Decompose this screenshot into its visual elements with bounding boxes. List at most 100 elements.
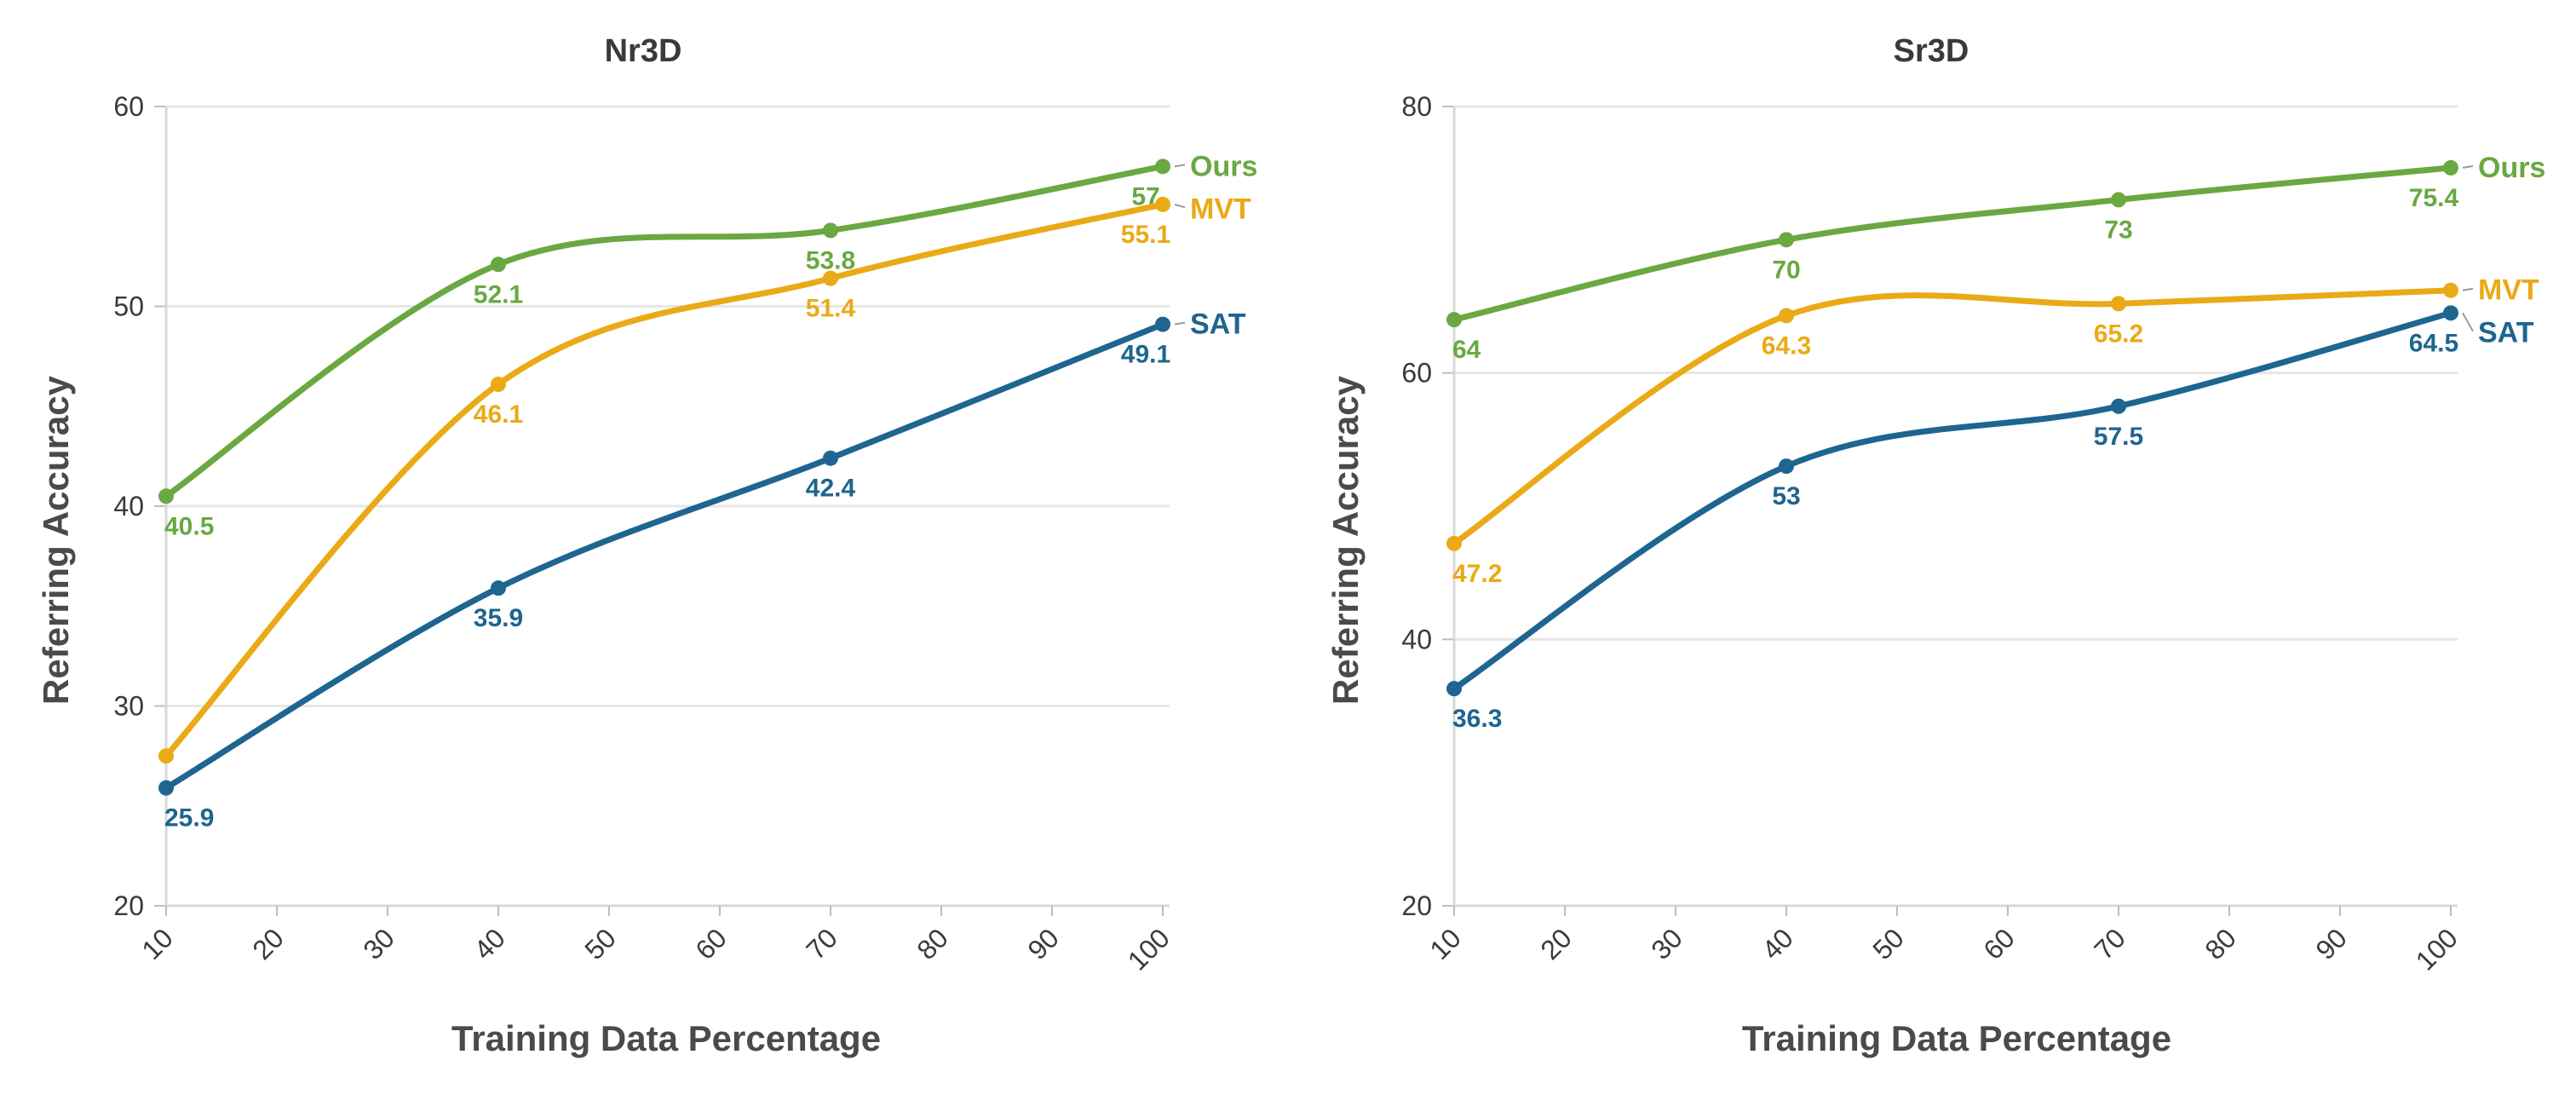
data-point-sat [2111, 398, 2126, 414]
x-tick-label: 100 [2410, 922, 2464, 976]
data-label-sat: 64.5 [2409, 329, 2458, 357]
data-label-sat: 36.3 [1452, 705, 1502, 733]
x-tick-label: 80 [911, 922, 954, 965]
data-label-ours: 64 [1452, 336, 1481, 364]
x-tick-label: 10 [135, 922, 179, 965]
data-point-ours [1446, 312, 1462, 328]
y-tick-label: 20 [113, 890, 144, 921]
data-label-mvt: 47.2 [1452, 560, 1502, 588]
data-label-ours: 52.1 [474, 280, 523, 308]
x-tick-label: 90 [2309, 922, 2353, 965]
x-tick-label: 80 [2199, 922, 2242, 965]
data-label-sat: 35.9 [474, 604, 523, 632]
data-label-ours: 53.8 [806, 246, 855, 274]
x-tick-label: 30 [1645, 922, 1688, 965]
data-label-mvt: 64.3 [1762, 331, 1811, 360]
x-tick-label: 100 [1122, 922, 1176, 976]
data-label-sat: 57.5 [2094, 423, 2143, 451]
y-axis-label: Referring Accuracy [1325, 375, 1366, 705]
data-label-ours: 73 [2104, 216, 2132, 244]
legend-connector [2462, 287, 2474, 291]
x-tick-label: 10 [1423, 922, 1467, 965]
data-point-sat [2443, 305, 2458, 321]
legend-connector [1174, 321, 1186, 326]
series-ours: 64 70 73 75.4 Ours [1446, 152, 2545, 364]
data-point-ours [158, 488, 174, 504]
data-point-ours [1779, 232, 1794, 248]
x-tick-label: 30 [357, 922, 400, 965]
legend-connector [1174, 164, 1186, 168]
series-sat: 36.3 53 57.5 64.5 SAT [1446, 305, 2534, 733]
data-point-ours [2111, 192, 2126, 208]
x-tick-label: 60 [689, 922, 733, 965]
x-tick-label: 40 [468, 922, 511, 965]
series-mvt: 47.2 64.3 65.2 MVT [1446, 274, 2539, 588]
chart-title: Nr3D [605, 33, 682, 69]
data-point-sat [491, 580, 506, 596]
x-tick-label: 20 [246, 922, 290, 965]
legend-connector [1174, 203, 1186, 209]
y-tick-label: 60 [1401, 358, 1432, 389]
series-line-mvt [1451, 287, 2454, 547]
data-point-ours [491, 256, 506, 273]
data-point-mvt [1155, 196, 1170, 212]
data-label-ours: 40.5 [164, 512, 214, 540]
x-axis-label: Training Data Percentage [451, 1018, 881, 1058]
legend-label-sat: SAT [2478, 317, 2534, 349]
data-point-sat [1155, 316, 1170, 332]
data-point-mvt [2111, 296, 2126, 312]
x-tick-label: 50 [578, 922, 622, 965]
y-tick-label: 40 [1401, 624, 1432, 654]
series-sat: 25.9 35.9 42.4 49.1 SAT [158, 308, 1246, 833]
x-tick-label: 70 [2088, 922, 2131, 965]
series-line-ours [163, 163, 1166, 499]
data-point-sat [1779, 458, 1794, 475]
data-point-mvt [823, 270, 838, 286]
data-point-mvt [2443, 282, 2458, 298]
series-line-sat [1451, 309, 2454, 692]
data-point-sat [158, 780, 174, 796]
y-tick-label: 20 [1401, 890, 1432, 921]
data-point-sat [1446, 681, 1462, 697]
data-point-mvt [1446, 535, 1462, 551]
series-line-sat [163, 321, 1166, 792]
series-mvt: 46.1 51.4 55.1 MVT [158, 193, 1251, 764]
legend-label-mvt: MVT [2478, 274, 2539, 307]
legend-connector [2462, 312, 2474, 332]
y-tick-label: 40 [113, 491, 144, 521]
legend-label-mvt: MVT [1190, 193, 1251, 225]
data-point-ours [1155, 158, 1170, 175]
x-tick-label: 20 [1534, 922, 1578, 965]
x-axis-label: Training Data Percentage [1742, 1018, 2171, 1058]
data-label-mvt: 51.4 [806, 295, 856, 323]
data-point-sat [823, 450, 838, 466]
data-label-ours: 75.4 [2409, 184, 2459, 212]
y-axis-label: Referring Accuracy [36, 375, 76, 705]
y-tick-label: 60 [113, 91, 144, 122]
data-label-mvt: 46.1 [474, 400, 523, 429]
legend-connector [2462, 164, 2474, 169]
chart-title: Sr3D [1894, 33, 1969, 69]
x-tick-label: 60 [1977, 922, 2021, 965]
legend-label-ours: Ours [2478, 152, 2545, 184]
data-label-sat: 53 [1772, 482, 1800, 510]
data-label-sat: 25.9 [164, 804, 214, 833]
y-tick-label: 50 [113, 291, 144, 322]
data-point-ours [2443, 159, 2458, 176]
y-tick-label: 30 [113, 691, 144, 722]
x-tick-label: 50 [1866, 922, 1910, 965]
data-point-mvt [1779, 308, 1794, 324]
legend-label-sat: SAT [1190, 308, 1246, 341]
x-tick-label: 40 [1756, 922, 1799, 965]
data-point-mvt [491, 376, 506, 392]
x-tick-label: 70 [800, 922, 843, 965]
data-label-ours: 70 [1772, 256, 1800, 284]
x-tick-label: 90 [1021, 922, 1065, 965]
data-point-mvt [158, 748, 174, 764]
data-label-sat: 49.1 [1121, 341, 1170, 369]
y-tick-label: 80 [1401, 91, 1432, 122]
